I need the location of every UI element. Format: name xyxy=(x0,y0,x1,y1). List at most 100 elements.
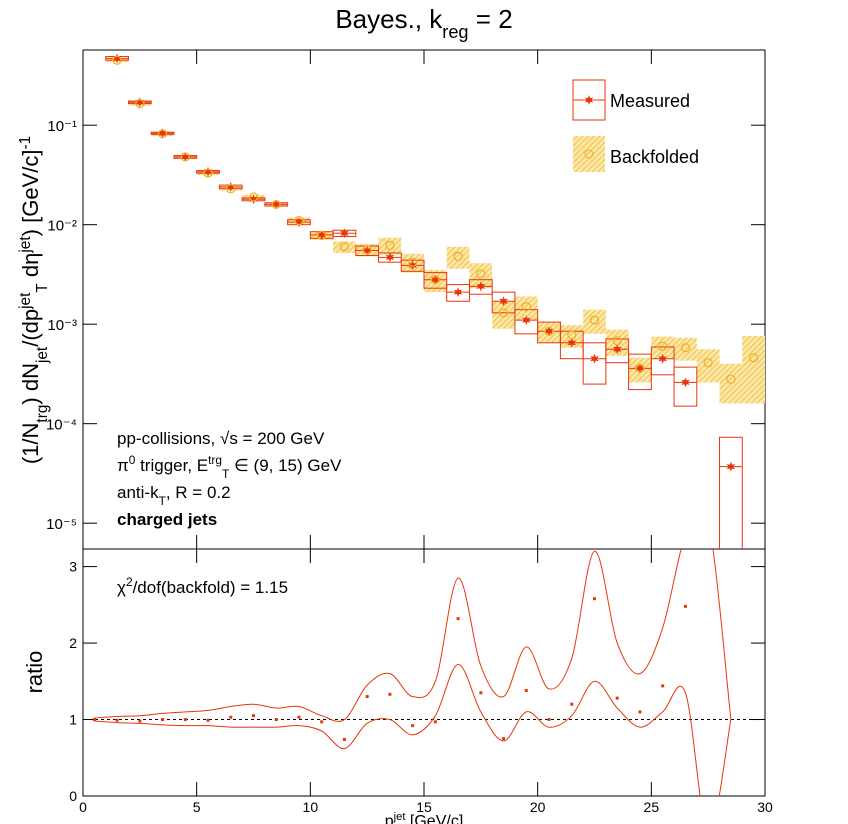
marker xyxy=(453,287,463,298)
annotation-part: T xyxy=(159,494,166,508)
error-box xyxy=(423,272,448,289)
annotation: π0 trigger, EtrgT ∈ (9, 15) GeV xyxy=(117,453,342,481)
x-tick-label: 10 xyxy=(303,799,319,815)
ratio-point xyxy=(456,617,460,621)
error-box xyxy=(673,366,698,407)
ratio-point xyxy=(638,710,642,714)
marker xyxy=(248,192,259,202)
marker xyxy=(544,326,554,337)
annotation-part: /dof(backfold) = 1.15 xyxy=(133,578,288,597)
ratio-point xyxy=(229,715,233,719)
marker xyxy=(385,240,395,250)
marker xyxy=(635,363,645,374)
ratio-point xyxy=(320,720,324,724)
marker xyxy=(590,353,599,364)
y-tick-label: 10⁻⁴ xyxy=(46,417,77,434)
x-tick-label: 15 xyxy=(416,799,432,815)
ratio-point xyxy=(297,715,301,719)
y-axis-title-part: T xyxy=(34,283,51,293)
marker xyxy=(340,228,349,239)
chart-title-part: reg xyxy=(442,22,468,42)
y-tick-label: 10⁻³ xyxy=(47,317,77,334)
marker xyxy=(203,166,213,177)
marker xyxy=(135,97,145,108)
error-band xyxy=(742,336,765,404)
annotation-part: ∈ (9, 15) GeV xyxy=(229,456,342,475)
uncertainty-curve xyxy=(94,663,732,796)
marker xyxy=(135,98,145,109)
y-axis-title: ratio xyxy=(22,651,47,694)
ratio-point xyxy=(524,688,528,692)
x-axis-title-part: [GeV/c] xyxy=(405,813,463,824)
marker xyxy=(703,358,713,368)
ratio-point xyxy=(593,597,596,601)
marker xyxy=(612,336,622,346)
ratio-point xyxy=(661,684,665,688)
marker xyxy=(680,343,691,353)
marker xyxy=(112,55,122,65)
marker xyxy=(567,330,577,340)
y-tick-label: 10⁻² xyxy=(47,218,77,235)
x-tick-label: 5 xyxy=(193,799,201,815)
ratio-point xyxy=(183,718,187,722)
ratio-point xyxy=(570,702,574,706)
chart-title-part: = 2 xyxy=(469,4,513,34)
error-box xyxy=(468,279,493,295)
marker xyxy=(453,251,463,262)
y-axis-title-part: ) [GeV/c] xyxy=(18,150,43,237)
error-band xyxy=(514,296,538,321)
error-box xyxy=(605,338,630,364)
ratio-point xyxy=(92,718,96,722)
ratio-point xyxy=(615,696,619,700)
error-band xyxy=(583,309,606,334)
annotation: anti-kT, R = 0.2 xyxy=(117,483,231,508)
marker xyxy=(317,230,327,241)
marker xyxy=(658,341,668,351)
marker xyxy=(749,353,759,363)
marker xyxy=(158,128,167,139)
error-band xyxy=(469,263,493,289)
marker xyxy=(498,308,509,318)
error-band xyxy=(651,336,675,359)
ratio-point xyxy=(274,718,278,722)
y-axis-title-part: ) dN xyxy=(18,363,43,405)
y-axis-title-part: jet xyxy=(34,346,51,364)
x-tick-label: 0 xyxy=(79,799,87,815)
annotation-part: 0 xyxy=(129,453,136,467)
x-axis-title: pjet [GeV/c] xyxy=(385,811,464,824)
marker xyxy=(476,281,486,292)
y-axis-title-part: trg xyxy=(34,405,51,423)
error-band xyxy=(378,237,402,255)
ratio-point xyxy=(388,692,392,696)
marker xyxy=(294,217,304,228)
annotation-part: trigger, E xyxy=(135,456,208,475)
y-tick-label: 0 xyxy=(69,788,77,804)
y-tick-label: 10⁻¹ xyxy=(47,118,77,135)
chart-title: Bayes., kreg = 2 xyxy=(335,4,512,42)
ratio-point xyxy=(433,720,437,724)
x-axis-title-part: jet xyxy=(393,811,407,823)
marker xyxy=(726,461,736,472)
y-tick-label: 3 xyxy=(69,559,77,575)
marker xyxy=(476,269,486,279)
error-band xyxy=(333,241,356,253)
legend-swatch xyxy=(584,95,594,105)
plot-area xyxy=(105,53,765,549)
marker xyxy=(681,377,690,388)
ratio-point xyxy=(547,718,551,722)
ratio-point xyxy=(115,718,119,722)
annotation-part: pp-collisions, √s = 200 GeV xyxy=(117,429,325,448)
marker xyxy=(203,168,213,178)
marker xyxy=(181,151,190,162)
y-axis-title-part: dη xyxy=(18,253,43,284)
annotation-part: χ xyxy=(117,578,126,597)
ratio-point xyxy=(138,719,142,723)
annotation-part: anti-k xyxy=(117,483,159,502)
y-tick-label: 1 xyxy=(69,712,77,728)
ratio-point xyxy=(502,737,506,741)
marker xyxy=(408,260,417,271)
marker xyxy=(430,275,440,285)
error-box xyxy=(650,346,675,376)
annotation-part: trg xyxy=(208,453,222,467)
